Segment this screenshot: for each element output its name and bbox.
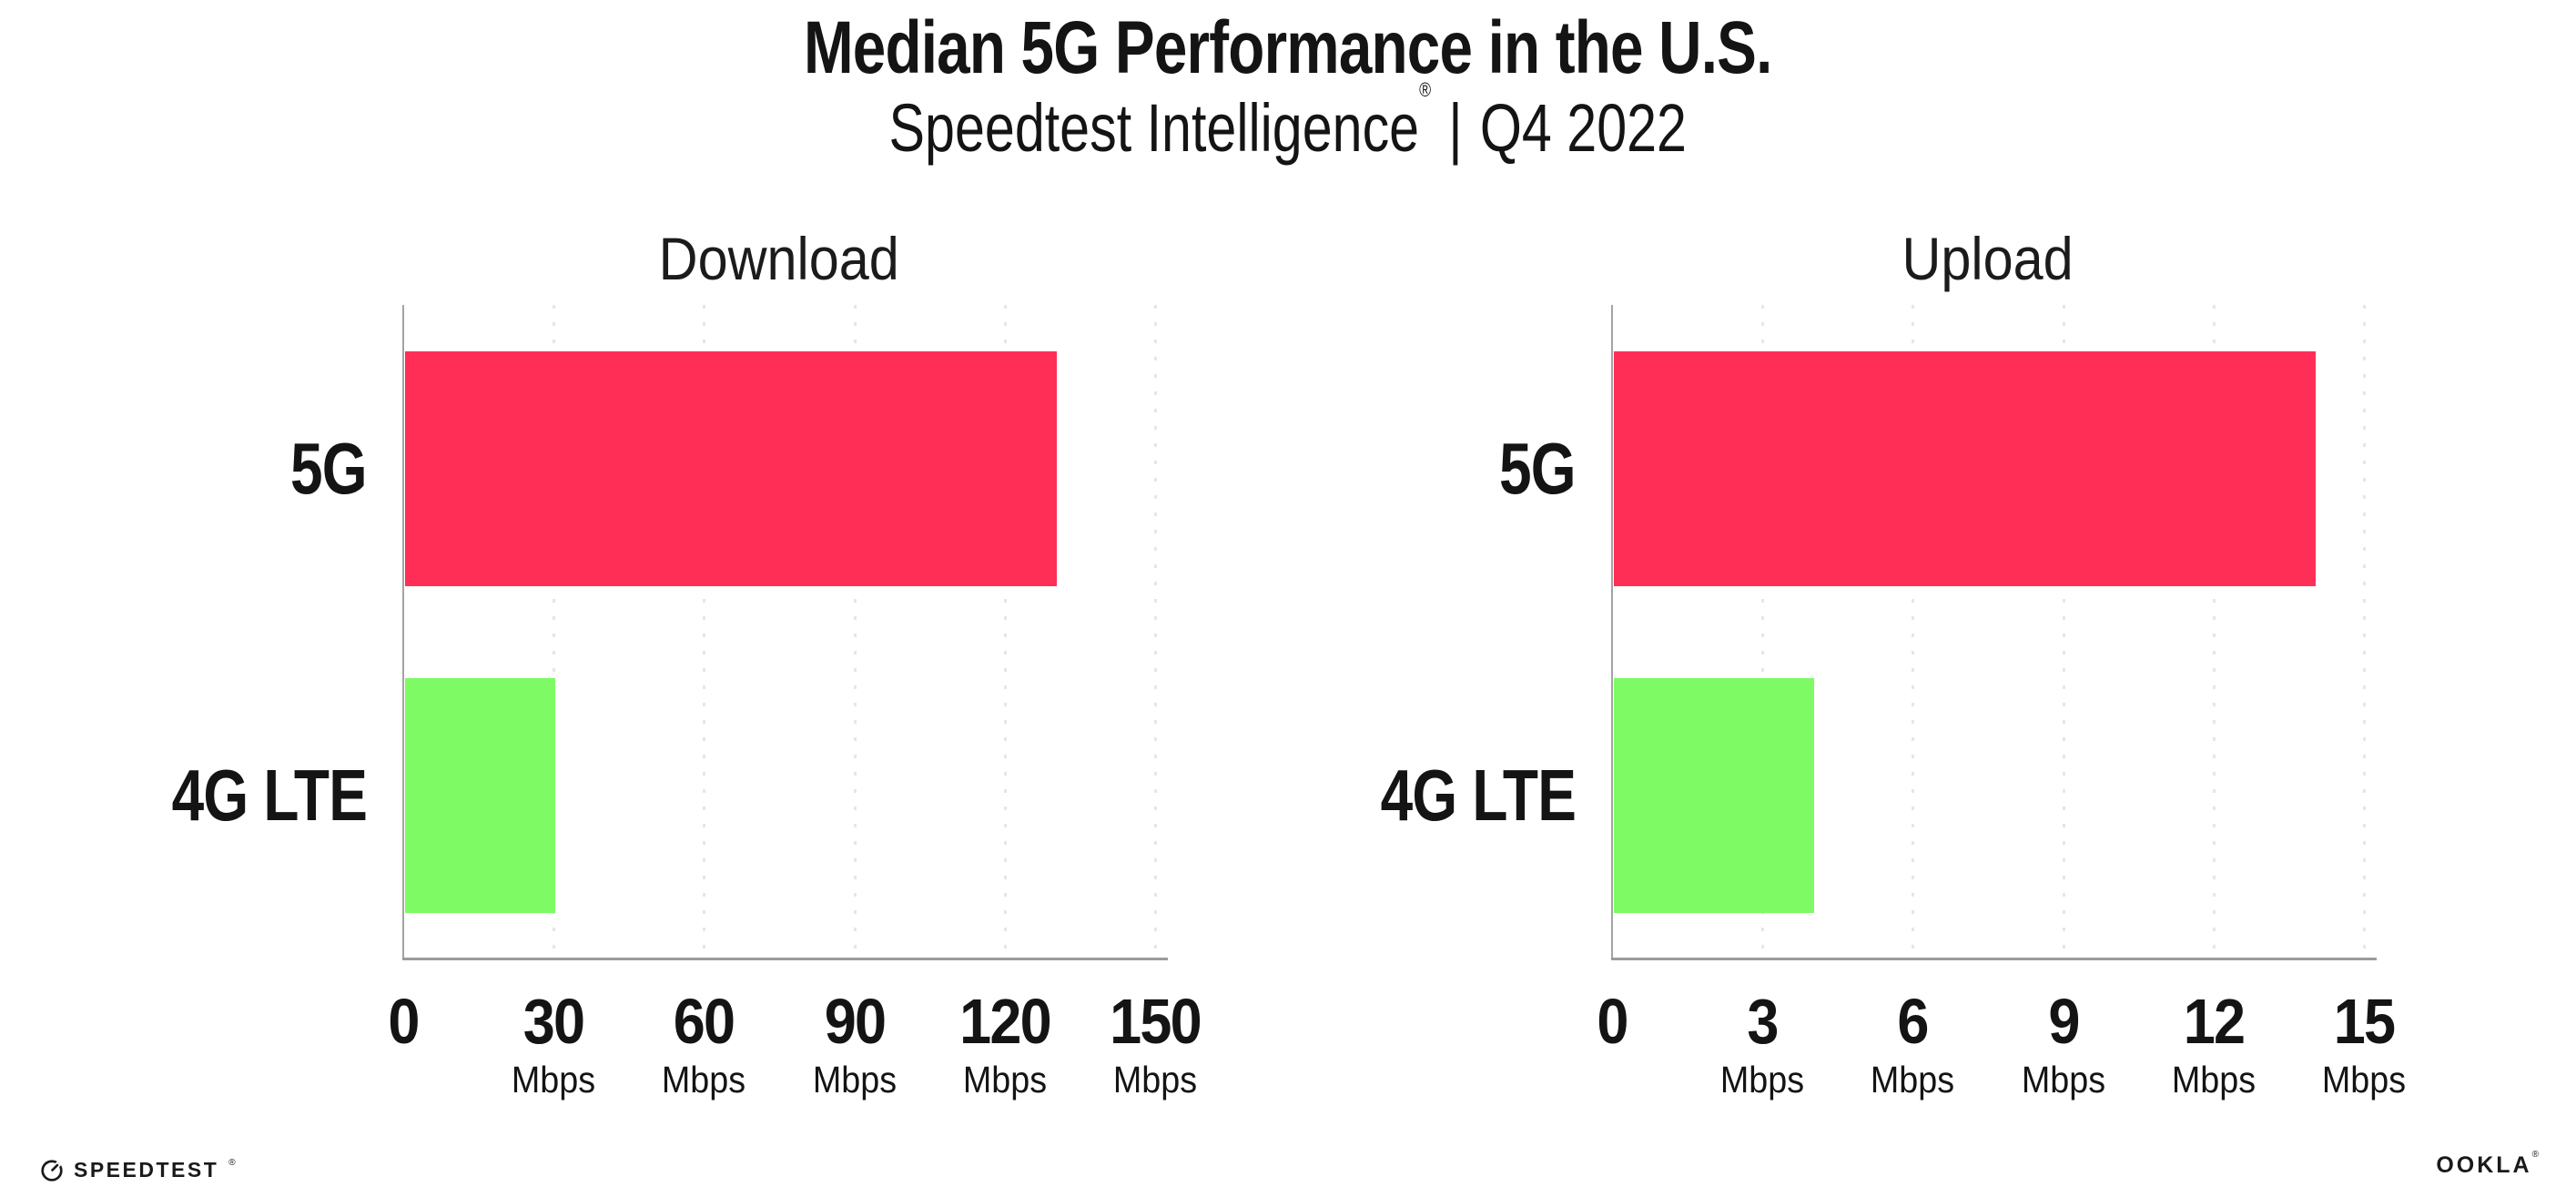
tick-unit: Mbps — [2321, 1059, 2407, 1101]
tick-value: 9 — [2047, 986, 2080, 1057]
page-title: Median 5G Performance in the U.S. — [804, 6, 1772, 89]
category-label-text: 4G LTE — [171, 754, 368, 836]
gridline — [553, 305, 556, 959]
gridline — [2363, 305, 2366, 959]
subtitle-separator: | — [1448, 90, 1463, 166]
gridline — [703, 305, 706, 959]
tick-unit: Mbps — [662, 1059, 746, 1101]
speedtest-logo: SPEEDTEST ® — [40, 1158, 236, 1182]
bar-5g — [405, 350, 1057, 586]
tick-value: 15 — [2333, 986, 2396, 1057]
bar-5g — [1614, 350, 2316, 586]
category-label: 4G LTE — [1175, 754, 1577, 836]
speedtest-gauge-icon — [41, 1159, 63, 1182]
speedtest-registered-mark: ® — [228, 1158, 236, 1168]
gridline — [853, 305, 857, 959]
x-axis-line — [1611, 958, 2377, 960]
tick-value: 0 — [388, 986, 420, 1057]
tick-unit: Mbps — [1112, 1059, 1198, 1101]
tick-unit: Mbps — [2171, 1059, 2256, 1101]
y-axis-line — [402, 305, 404, 959]
tick-value: 120 — [958, 986, 1052, 1057]
x-axis-line — [402, 958, 1168, 960]
tick-value: 3 — [1747, 986, 1780, 1057]
upload-chart: Upload 0 3 Mbps 6 Mbps 9 Mbps 12 Mbps 15 Mbps 5G 4G … — [1381, 228, 2407, 1099]
category-label-text: 5G — [1499, 427, 1577, 509]
download-chart-title: Download — [658, 225, 900, 292]
page-subtitle: Speedtest Intelligence® | Q4 2022 — [0, 79, 2576, 166]
subtitle-period: Q4 2022 — [1480, 90, 1688, 166]
tick-unit: Mbps — [812, 1059, 897, 1101]
y-axis-line — [1611, 305, 1613, 959]
category-label: 5G — [0, 427, 368, 509]
registered-mark: ® — [1419, 78, 1432, 102]
x-tick-label: 9 Mbps — [1954, 989, 2173, 1099]
subtitle-brand: Speedtest Intelligence — [888, 90, 1420, 166]
ookla-registered-mark: ® — [2531, 1149, 2541, 1160]
tick-value: 30 — [522, 986, 585, 1057]
x-tick-label: 12 Mbps — [2104, 989, 2323, 1099]
gridline — [2062, 305, 2065, 959]
gridline — [2212, 305, 2216, 959]
x-tick-label: 3 Mbps — [1653, 989, 1871, 1099]
category-label-text: 4G LTE — [1380, 754, 1577, 836]
tick-unit: Mbps — [1871, 1059, 1955, 1101]
x-tick-label: 30 Mbps — [444, 989, 663, 1099]
tick-unit: Mbps — [512, 1059, 596, 1101]
x-tick-label: 6 Mbps — [1803, 989, 2022, 1099]
gridline — [1761, 305, 1765, 959]
tick-unit: Mbps — [962, 1059, 1047, 1101]
x-tick-label: 120 Mbps — [896, 989, 1114, 1099]
category-label: 5G — [1175, 427, 1577, 509]
tick-value: 60 — [674, 986, 735, 1057]
category-label: 4G LTE — [0, 754, 368, 836]
gridline — [1912, 305, 1915, 959]
x-tick-label: 0 — [294, 989, 512, 1099]
x-tick-label: 150 Mbps — [1046, 989, 1264, 1099]
x-tick-label: 15 Mbps — [2255, 989, 2473, 1099]
tick-unit: Mbps — [1720, 1059, 1805, 1101]
category-label-text: 5G — [290, 427, 368, 509]
tick-value: 0 — [1597, 986, 1628, 1057]
gridline — [1003, 305, 1007, 959]
tick-value: 12 — [2183, 986, 2246, 1057]
gridline — [1154, 305, 1157, 959]
x-tick-label: 0 — [1503, 989, 1721, 1099]
ookla-logo: OOKLA® — [2436, 1149, 2541, 1179]
tick-value: 6 — [1897, 986, 1930, 1057]
bar-4g-lte — [1614, 677, 1815, 913]
x-tick-label: 90 Mbps — [745, 989, 964, 1099]
download-chart: Download 0 30 Mbps 60 Mbps 90 Mbps 120 Mbps 150 Mb… — [172, 228, 1202, 1099]
upload-chart-title: Upload — [1902, 225, 2074, 292]
tick-unit: Mbps — [2021, 1059, 2105, 1101]
x-tick-label: 60 Mbps — [594, 989, 813, 1099]
bar-4g-lte — [405, 677, 556, 913]
tick-value: 90 — [824, 986, 886, 1057]
ookla-wordmark: OOKLA — [2436, 1152, 2532, 1178]
tick-value: 150 — [1110, 986, 1202, 1057]
speedtest-wordmark: SPEEDTEST — [74, 1158, 219, 1182]
